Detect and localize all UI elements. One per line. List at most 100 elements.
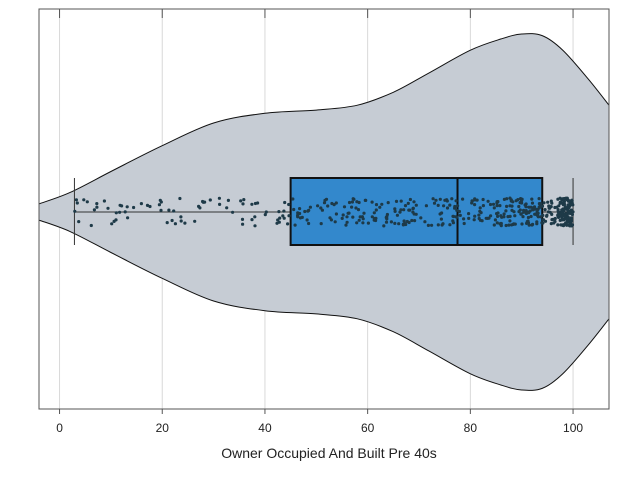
data-point <box>499 224 503 228</box>
data-point <box>402 208 406 212</box>
x-tick-label-20: 20 <box>156 421 170 435</box>
data-point <box>481 197 485 202</box>
data-point <box>411 207 415 211</box>
data-point <box>393 209 397 213</box>
data-point <box>323 198 327 202</box>
data-point <box>539 215 543 219</box>
data-point <box>505 204 509 208</box>
data-point <box>493 218 497 222</box>
data-point <box>308 205 312 209</box>
data-point <box>481 204 485 208</box>
x-tick-label-40: 40 <box>258 421 272 435</box>
data-point <box>217 196 221 200</box>
data-point <box>411 210 415 214</box>
data-point <box>419 216 423 220</box>
data-point <box>535 212 539 216</box>
data-point <box>281 214 285 218</box>
data-point <box>110 222 114 226</box>
data-point <box>448 203 452 207</box>
data-point <box>560 214 565 218</box>
data-point <box>118 210 122 214</box>
data-point <box>488 202 493 207</box>
data-point <box>478 206 482 210</box>
data-point <box>546 200 550 204</box>
data-point <box>114 211 118 215</box>
data-point <box>520 222 524 226</box>
data-point <box>399 208 403 212</box>
data-point <box>350 200 354 204</box>
data-point <box>445 206 450 210</box>
data-point <box>455 208 459 212</box>
data-point <box>361 217 365 221</box>
plot-frame <box>38 8 610 410</box>
data-point <box>549 222 553 226</box>
data-point <box>473 203 477 207</box>
x-axis-ticks: 0 20 40 60 80 100 <box>56 9 583 435</box>
data-point <box>393 207 397 211</box>
data-point <box>461 197 465 201</box>
data-point <box>540 221 544 225</box>
data-point <box>253 215 257 219</box>
data-point <box>569 216 573 220</box>
data-point <box>362 211 366 215</box>
data-point <box>517 210 521 214</box>
data-point <box>520 199 524 203</box>
data-point <box>300 215 304 219</box>
data-point <box>132 205 136 210</box>
data-point <box>537 197 541 201</box>
data-point <box>183 221 187 225</box>
data-point <box>564 221 568 225</box>
data-point <box>305 218 309 222</box>
data-point <box>491 202 496 206</box>
data-point <box>374 203 379 207</box>
data-point <box>287 202 291 207</box>
data-point <box>520 201 524 205</box>
data-point <box>329 218 333 222</box>
data-point <box>340 216 344 220</box>
data-point <box>553 205 557 210</box>
data-point <box>239 199 243 203</box>
data-point <box>509 199 513 203</box>
data-point <box>530 197 534 201</box>
data-point <box>553 216 557 221</box>
data-point <box>372 216 376 221</box>
data-point <box>530 201 535 205</box>
data-point <box>167 208 171 212</box>
data-point <box>556 197 560 201</box>
data-point <box>344 223 348 227</box>
box-plot <box>73 177 574 246</box>
data-point <box>378 205 382 209</box>
data-point <box>569 208 574 212</box>
data-point <box>253 224 257 228</box>
data-point <box>558 218 562 222</box>
data-point <box>434 198 438 202</box>
data-point <box>354 206 358 210</box>
data-point <box>242 198 246 202</box>
data-point <box>179 215 183 219</box>
data-point <box>395 213 399 217</box>
data-point <box>77 220 81 224</box>
data-point <box>148 204 152 209</box>
data-point <box>393 221 397 225</box>
data-point <box>92 208 96 212</box>
data-point <box>562 203 567 207</box>
data-point <box>495 204 499 208</box>
data-point <box>462 221 466 226</box>
data-point <box>410 218 414 223</box>
data-point <box>541 218 546 222</box>
data-point <box>172 209 176 213</box>
data-point <box>112 219 116 223</box>
data-point <box>513 214 517 218</box>
data-point <box>370 200 374 204</box>
data-point <box>486 216 490 220</box>
data-point <box>218 202 222 206</box>
data-point <box>263 213 267 217</box>
data-point <box>225 206 229 210</box>
data-point <box>556 209 560 213</box>
data-point <box>208 198 212 202</box>
data-point <box>473 198 477 202</box>
data-point <box>102 199 106 203</box>
data-point <box>241 222 245 226</box>
data-point <box>277 220 281 224</box>
data-point <box>528 209 532 213</box>
